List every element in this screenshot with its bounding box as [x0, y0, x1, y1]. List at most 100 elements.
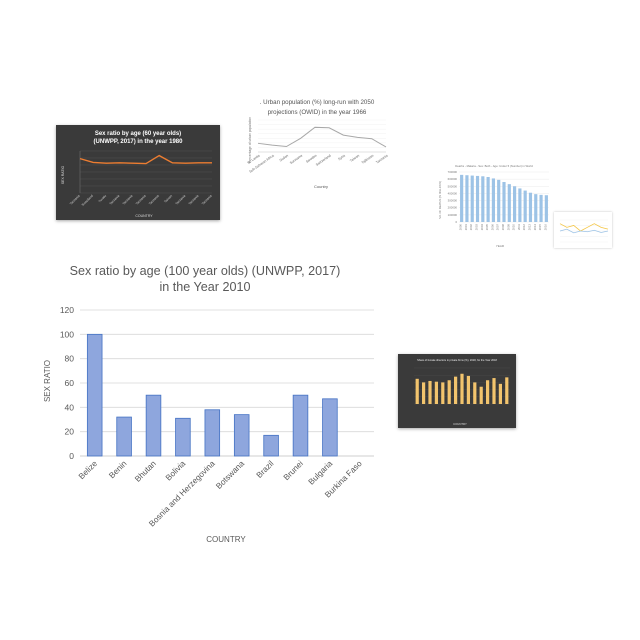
- x-tick-label: Botswana: [214, 459, 246, 491]
- x-axis-label: Country: [314, 184, 328, 189]
- main-chart-card: Sex ratio by age (100 year olds) (UNWPP,…: [40, 258, 390, 553]
- series-line: [79, 154, 212, 165]
- bar: [479, 386, 483, 404]
- plot-area: [79, 154, 212, 165]
- bar: [460, 174, 464, 222]
- chart-malaria-deaths: Deaths - Malaria - Sex: Both - Age: Unde…: [438, 164, 549, 248]
- chart-sex-ratio-100-2010: Sex ratio by age (100 year olds) (UNWPP,…: [43, 264, 374, 544]
- bar: [466, 375, 470, 404]
- bar: [486, 177, 490, 222]
- chart-urban-population-1966: . Urban population (%) long-run with 205…: [247, 99, 389, 189]
- y-tick-label: 120: [60, 305, 74, 315]
- bars: [86, 333, 338, 457]
- y-axis-label: SEX RATIO: [61, 166, 65, 185]
- thumbnail-small-line-chart[interactable]: [554, 212, 612, 248]
- y-tick-label: 600000: [448, 177, 458, 181]
- x-tick-label: 2005: [485, 224, 489, 231]
- x-tick-label: Tanzania: [135, 194, 147, 206]
- x-tick-label: 2014: [533, 224, 537, 231]
- bar: [204, 409, 221, 457]
- bar: [534, 194, 538, 222]
- x-axis-label: COUNTRY: [453, 422, 467, 426]
- chart-title: Share of female directors in private fir…: [417, 358, 497, 362]
- y-tick-label: 0: [69, 451, 74, 461]
- bar: [486, 380, 490, 404]
- x-tick-label: Bolivia: [164, 459, 188, 483]
- x-tick-label: Tanzania: [148, 194, 160, 206]
- bar: [475, 175, 480, 222]
- x-tick-label: Swaziland: [81, 194, 94, 207]
- x-tick-label: Syria: [337, 153, 346, 161]
- bar: [523, 190, 527, 222]
- bar: [465, 175, 469, 222]
- x-tick-label: Bulgaria: [307, 459, 335, 487]
- bar: [518, 188, 522, 222]
- bar: [434, 381, 438, 404]
- bar: [491, 178, 495, 222]
- bar: [116, 416, 132, 457]
- x-tick-label: Suriname: [289, 153, 303, 165]
- chart-sex-ratio-60-1980: Sex ratio by age (60 year olds) (UNWPP, …: [61, 131, 213, 218]
- x-tick-label: 2009: [506, 224, 510, 231]
- bar: [492, 378, 496, 404]
- y-axis-label: SEX RATIO: [43, 360, 52, 402]
- chart-title: Deaths - Malaria - Sex: Both - Age: Unde…: [455, 164, 533, 168]
- thumbnail-female-directors[interactable]: Share of female directors in private fir…: [398, 354, 516, 428]
- bar: [502, 182, 506, 222]
- bar: [473, 382, 477, 404]
- x-tick-label: Brazil: [255, 459, 276, 480]
- x-tick-label: 2000: [459, 224, 463, 231]
- x-tick-label: Taiwan: [349, 153, 360, 162]
- bar: [539, 194, 543, 222]
- x-tick-label: Tanzania: [122, 194, 134, 206]
- bar: [481, 176, 485, 222]
- y-tick-label: 0: [455, 220, 457, 224]
- bar: [470, 175, 474, 222]
- thumbnail-urban-population-1966[interactable]: . Urban population (%) long-run with 205…: [244, 95, 390, 195]
- x-tick-label: Brunei: [282, 459, 305, 482]
- chart-title-line2: (UNWPP, 2017) in the year 1980: [94, 139, 184, 145]
- bar: [86, 333, 103, 457]
- bar: [505, 377, 509, 404]
- bar: [497, 179, 501, 222]
- y-tick-label: 300000: [448, 199, 458, 203]
- grid: [560, 219, 608, 243]
- x-tick-label: 2007: [496, 224, 500, 231]
- bar: [415, 378, 419, 404]
- x-tick-label: 2013: [527, 224, 531, 231]
- plot-area: [460, 174, 548, 222]
- x-tick-label: Tajikistan: [361, 153, 375, 164]
- y-tick-label: 80: [65, 354, 75, 364]
- bar: [544, 195, 548, 222]
- y-tick-label: 700000: [448, 170, 458, 174]
- x-tick-label: Sri Lanka: [247, 153, 261, 165]
- x-tick-label: 2008: [501, 224, 505, 231]
- x-tick-label: 2012: [522, 224, 526, 231]
- bar: [447, 380, 451, 404]
- plot-area: [415, 373, 509, 404]
- chart-title-line2: projections (OWID) in the year 1966: [268, 109, 367, 116]
- x-tick-label: Tanzania: [188, 194, 200, 206]
- x-tick-label: 2011: [517, 224, 521, 230]
- y-tick-labels: 0 100000 200000 300000 400000 500000 600000 700…: [448, 170, 458, 224]
- x-tick-label: Tanzania: [108, 194, 120, 206]
- x-tick-label: 2010: [512, 224, 516, 231]
- bar: [428, 380, 432, 404]
- x-axis-label: COUNTRY: [135, 214, 153, 218]
- x-tick-label: Tuvalu: [98, 194, 108, 204]
- y-axis-label: NO. OF DEATHS (IN MILLIONS): [438, 181, 442, 219]
- bar: [498, 383, 502, 404]
- bar: [292, 394, 309, 457]
- x-tick-label: 2016: [543, 224, 547, 231]
- thumbnail-sex-ratio-60-1980[interactable]: Sex ratio by age (60 year olds) (UNWPP, …: [56, 125, 220, 220]
- x-tick-label: 2001: [464, 224, 468, 231]
- bar: [233, 414, 250, 457]
- y-tick-label: 200000: [448, 206, 458, 210]
- plot-area: [257, 126, 387, 148]
- thumbnail-malaria-deaths[interactable]: Deaths - Malaria - Sex: Both - Age: Unde…: [435, 160, 553, 250]
- x-tick-label: Switzerland: [315, 153, 332, 166]
- x-axis-label: COUNTRY: [206, 535, 246, 544]
- x-tick-label: 2002: [469, 224, 473, 231]
- bar: [513, 186, 517, 222]
